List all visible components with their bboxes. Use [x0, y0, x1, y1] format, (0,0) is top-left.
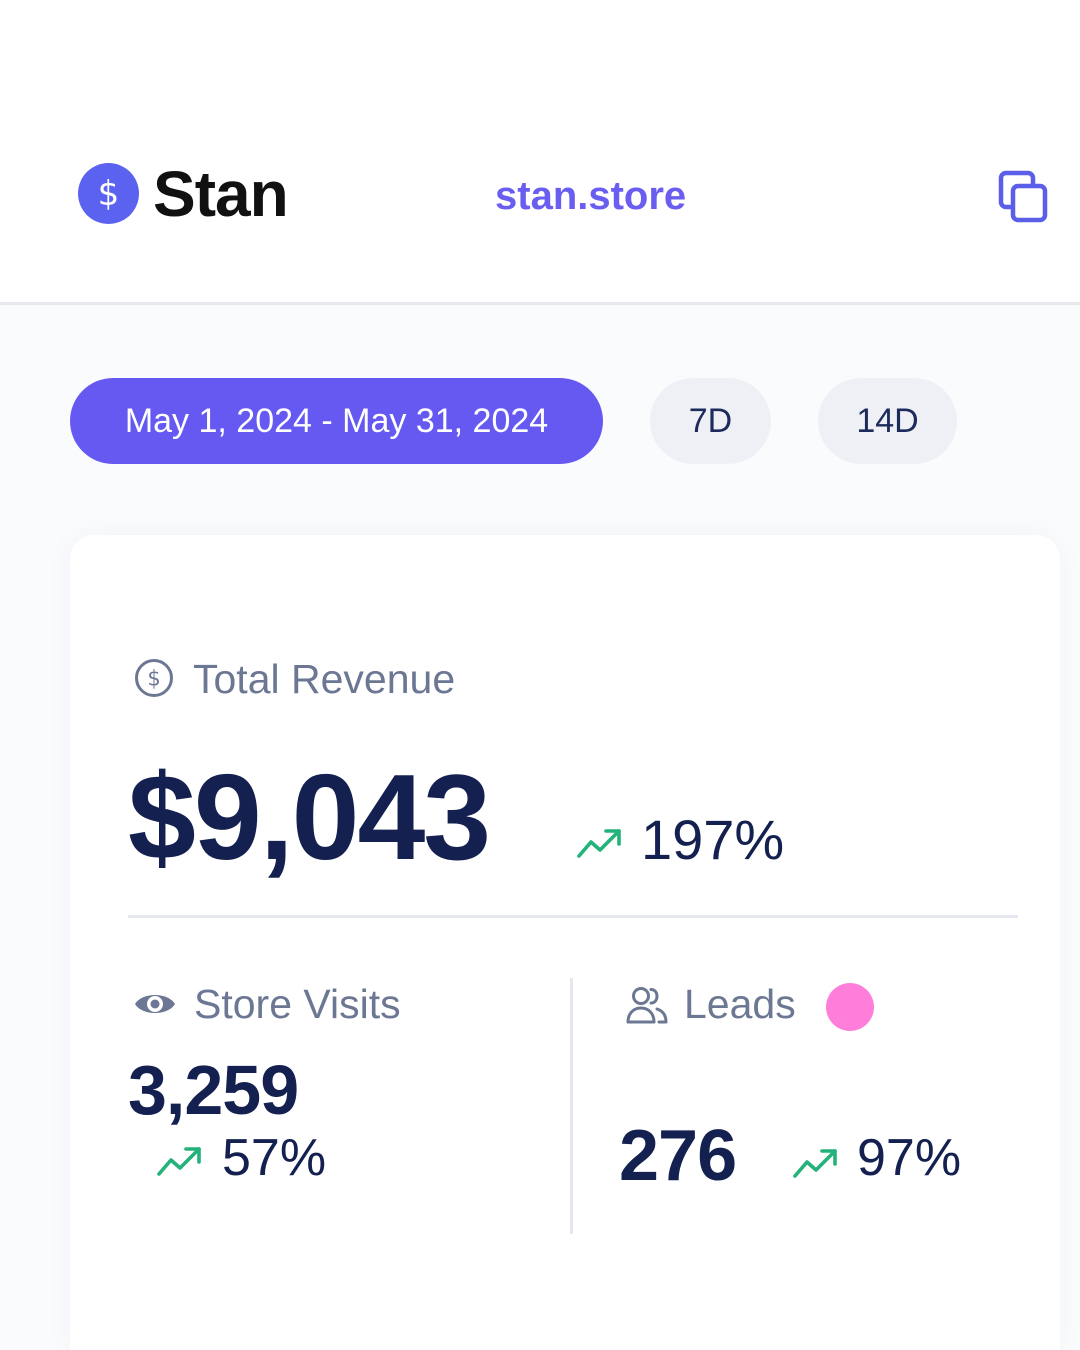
date-range-filter[interactable]: May 1, 2024 - May 31, 2024 [70, 378, 603, 464]
leads-change: 97% [857, 1129, 962, 1187]
trending-up-icon [157, 1147, 201, 1176]
header-bar: $ Stan stan.store [0, 0, 1080, 305]
copy-button[interactable] [998, 170, 1050, 224]
trending-up-icon [577, 829, 621, 858]
horizontal-divider [128, 915, 1018, 918]
store-visits-value: 3,259 [128, 1051, 299, 1129]
brand-name: Stan [153, 158, 289, 230]
leads-indicator-dot [826, 983, 874, 1031]
store-visits-change: 57% [222, 1129, 327, 1187]
leads-value: 276 [619, 1116, 737, 1196]
vertical-divider [570, 978, 573, 1234]
users-icon [626, 987, 668, 1024]
filter-14d-button[interactable]: 14D [818, 378, 957, 464]
total-revenue-change: 197% [641, 808, 785, 871]
store-link[interactable]: stan.store [495, 174, 687, 218]
svg-text:$: $ [147, 667, 160, 691]
leads-label: Leads [684, 981, 796, 1027]
trending-up-icon [793, 1149, 837, 1178]
total-revenue-value: $9,043 [128, 749, 491, 885]
stats-card [70, 535, 1060, 1350]
dollar-coin-icon: $ [78, 163, 139, 224]
total-revenue-label: Total Revenue [193, 656, 456, 702]
store-visits-label: Store Visits [194, 981, 401, 1027]
dollar-circle-icon: $ [135, 659, 173, 697]
eye-icon [135, 995, 175, 1013]
copy-icon [998, 170, 1048, 223]
filter-7d-button[interactable]: 7D [650, 378, 771, 464]
